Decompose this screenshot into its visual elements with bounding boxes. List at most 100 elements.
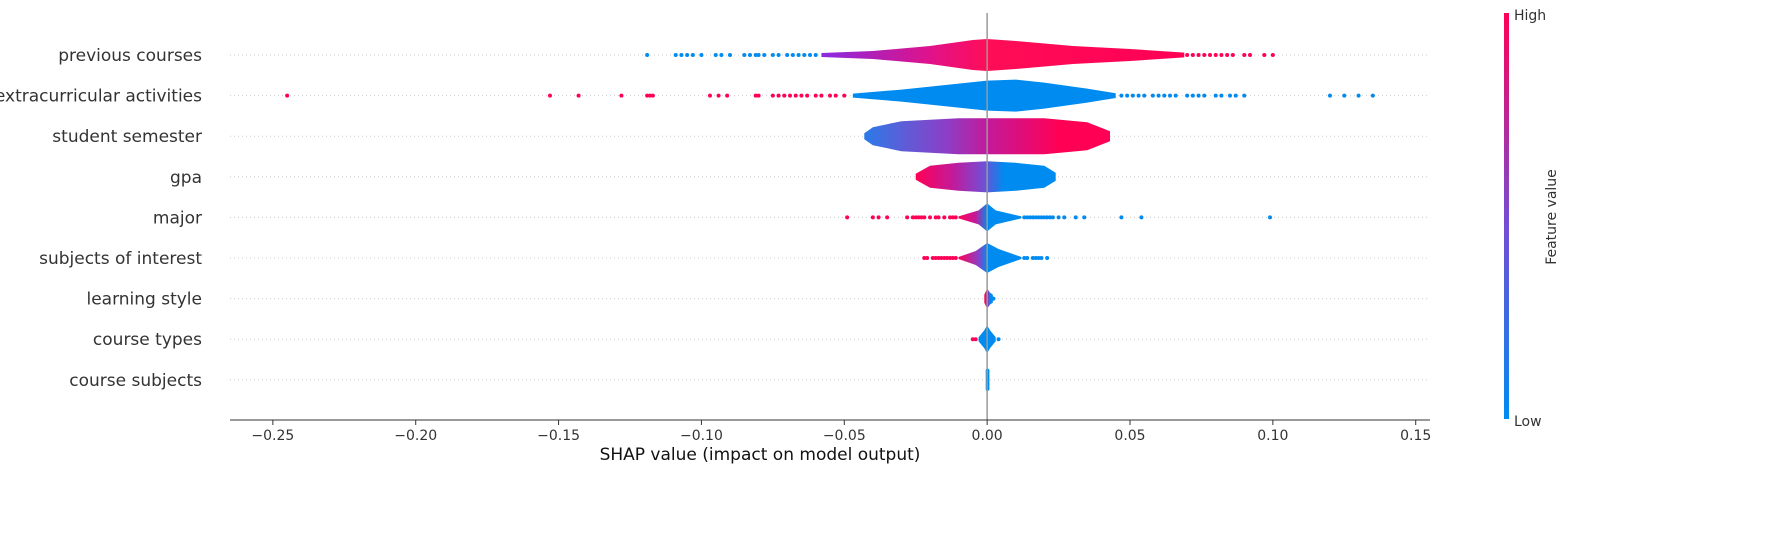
outlier-point [753,53,758,57]
outlier-point [716,93,721,98]
row-gridlines [230,54,1430,381]
outlier-point [1190,93,1195,98]
feature-label: course subjects [69,371,202,391]
colorbar-high-label: High [1514,8,1546,24]
outlier-point [770,93,775,98]
outlier-point [1162,93,1167,98]
outlier-point [905,215,910,220]
outlier-point [1028,215,1032,220]
outlier-point [776,93,781,98]
x-tick-label: −0.20 [394,428,437,444]
x-tick-label: −0.05 [823,428,866,444]
outlier-point [1328,93,1332,98]
outlier-point [1230,53,1235,57]
outlier-point [1050,215,1055,220]
colorbar-title: Feature value [1544,169,1560,265]
outlier-point [756,93,761,98]
outlier-point [796,53,801,57]
outlier-point [996,337,1001,342]
outlier-point [870,215,875,220]
outlier-point [708,93,712,98]
outlier-point [1219,53,1224,57]
outlier-point [645,53,650,57]
outlier-point [1262,53,1267,57]
outlier-point [1139,215,1144,220]
feature-label: course types [93,330,202,350]
outlier-point [1242,53,1247,57]
outlier-point [1196,93,1201,98]
outlier-point [833,93,838,98]
outlier-point [1039,256,1044,260]
outlier-point [813,53,818,57]
outlier-point [1062,215,1067,220]
outlier-point [713,53,718,57]
outlier-point [725,93,730,98]
outlier-point [913,215,918,220]
outlier-point [690,53,695,57]
outlier-point [1342,93,1347,98]
outlier-point [1202,93,1207,98]
outlier-point [953,256,958,260]
outlier-point [950,256,955,260]
outlier-point [942,215,947,220]
outlier-point [619,93,624,98]
outlier-point [1196,53,1201,57]
outlier-point [285,93,290,98]
outlier-points [285,53,1375,342]
outlier-point [919,215,924,220]
outlier-point [1219,93,1224,98]
feature-label: subjects of interest [39,249,202,269]
x-axis-title: SHAP value (impact on model output) [600,445,921,465]
outlier-point [885,215,890,220]
outlier-point [1248,53,1252,57]
x-tick-label: 0.10 [1257,428,1288,444]
outlier-point [842,93,847,98]
outlier-point [936,215,941,220]
outlier-point [790,53,795,57]
feature-label: gpa [170,168,202,188]
outlier-point [679,53,684,57]
outlier-point [650,93,655,98]
outlier-point [748,53,752,57]
outlier-point [819,93,824,98]
outlier-point [1039,215,1044,220]
x-tick-label: −0.15 [537,428,580,444]
outlier-point [948,256,952,260]
outlier-point [1270,53,1275,57]
outlier-point [1202,53,1207,57]
outlier-point [1142,93,1147,98]
outlier-point [1185,93,1190,98]
outlier-point [1356,93,1361,98]
outlier-point [1125,93,1130,98]
outlier-point [808,53,812,57]
feature-label: previous courses [58,46,202,66]
outlier-point [1119,215,1124,220]
outlier-point [1185,53,1190,57]
outlier-point [1130,93,1135,98]
outlier-point [782,93,787,98]
outlier-point [828,93,832,98]
outlier-point [970,337,975,342]
outlier-point [1045,215,1050,220]
outlier-point [770,53,775,57]
outlier-point [756,53,761,57]
outlier-point [793,93,798,98]
outlier-point [1030,215,1035,220]
outlier-point [799,93,804,98]
outlier-point [699,53,704,57]
outlier-point [925,256,930,260]
outlier-point [991,296,996,301]
outlier-point [1225,53,1230,57]
colorbar-low-label: Low [1514,414,1542,430]
x-tick-label: −0.10 [680,428,723,444]
outlier-point [1168,93,1172,98]
violin-subjects-of-interest [958,243,1022,273]
outlier-point [950,215,955,220]
outlier-point [1025,256,1030,260]
outlier-point [1048,215,1052,220]
outlier-point [776,53,781,57]
outlier-point [1242,93,1247,98]
outlier-point [802,53,807,57]
outlier-point [910,215,915,220]
